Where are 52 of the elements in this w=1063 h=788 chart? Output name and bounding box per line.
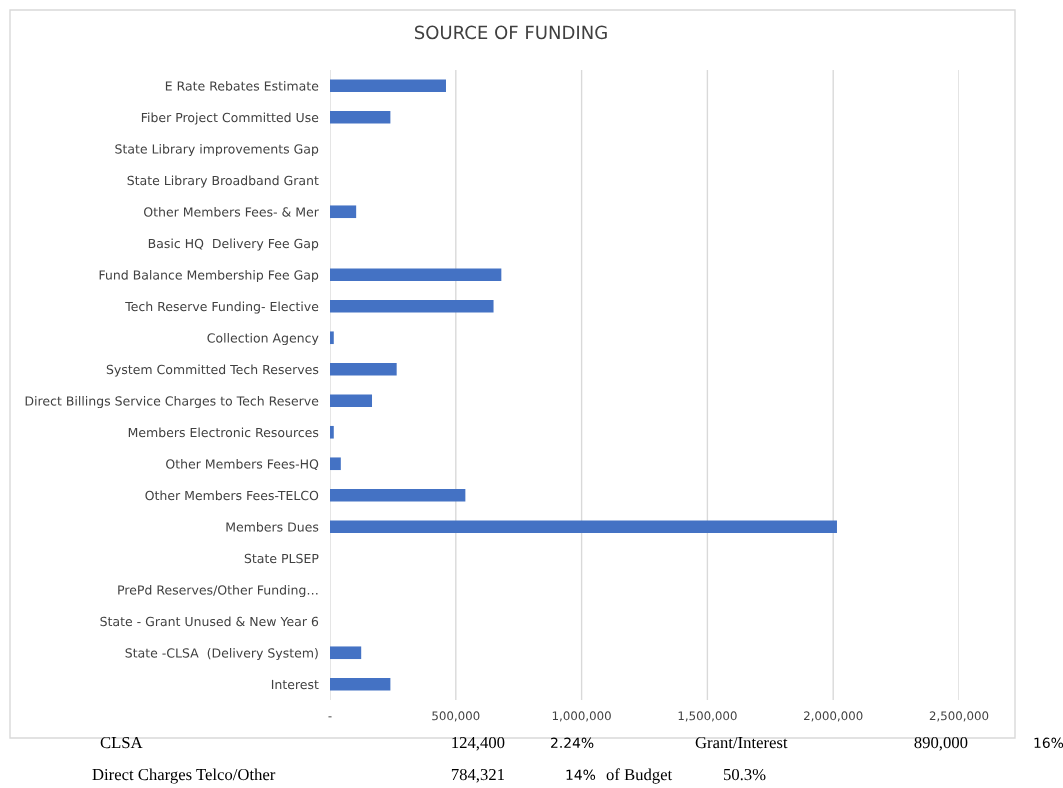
text: 16% [1034, 737, 1063, 749]
bar [330, 205, 357, 219]
y-tick-label: Basic HQ Delivery Fee Gap [148, 238, 319, 251]
x-tick-label: 1,000,000 [552, 711, 611, 722]
bar [330, 299, 494, 313]
y-tick-label: State - Grant Unused & New Year 6 [100, 616, 319, 627]
y-tick-label: Collection Agency [207, 333, 319, 346]
text: 784,321 [451, 768, 504, 783]
y-tick-label: PrePd Reserves/Other Funding… [118, 585, 318, 598]
x-tick-label: 2,000,000 [804, 711, 863, 722]
y-tick-label: Other Members Fees-TELCO [145, 490, 319, 501]
bar [330, 646, 362, 660]
y-tick-label: Members Dues [226, 522, 319, 532]
text: 124,400 [452, 736, 505, 751]
bar [330, 457, 341, 471]
bar [330, 677, 391, 691]
x-tick-label: 1,500,000 [678, 711, 737, 722]
y-tick-label: Tech Reserve Funding- Elective [125, 301, 319, 314]
y-tick-label: State Library Broadband Grant [127, 175, 319, 188]
text: 50.3% [723, 768, 766, 781]
text: of Budget [606, 768, 673, 784]
bar [330, 362, 397, 376]
bar [330, 79, 446, 93]
y-tick-label: Other Members Fees-HQ [166, 459, 319, 471]
bar [330, 520, 837, 534]
y-tick-label: Members Electronic Resources [128, 427, 319, 438]
text: Grant/Interest [695, 736, 788, 749]
y-tick-label: Fiber Project Committed Use [141, 112, 319, 125]
x-tick-label: - [328, 716, 332, 718]
x-tick-label: 2,500,000 [929, 711, 989, 722]
text: 2.24% [551, 737, 594, 749]
bar [330, 268, 502, 282]
bar [330, 331, 334, 345]
bar [330, 425, 334, 439]
bar [330, 394, 373, 408]
y-tick-label: Interest [271, 679, 319, 690]
y-tick-label: Direct Billings Service Charges to Tech Reserve [25, 396, 319, 409]
y-tick-label: E Rate Rebates Estimate [165, 81, 319, 91]
y-tick-label: State -CLSA (Delivery System) [125, 648, 318, 661]
text: 14% [566, 769, 596, 781]
y-tick-label: Other Members Fees- & Mer [144, 207, 319, 217]
bar [330, 110, 391, 124]
text: 890,000 [914, 736, 968, 751]
y-tick-label: System Committed Tech Reserves [106, 364, 319, 377]
x-tick-label: 500,000 [432, 711, 480, 722]
y-tick-label: State PLSEP [244, 553, 319, 564]
text: CLSA [100, 736, 143, 749]
y-tick-label: Fund Balance Membership Fee Gap [99, 270, 319, 283]
chart-title: SOURCE OF FUNDING [414, 25, 607, 40]
text: Direct Charges Telco/Other [92, 768, 276, 784]
bar [330, 488, 466, 502]
y-tick-label: State Library improvements Gap [115, 144, 319, 157]
